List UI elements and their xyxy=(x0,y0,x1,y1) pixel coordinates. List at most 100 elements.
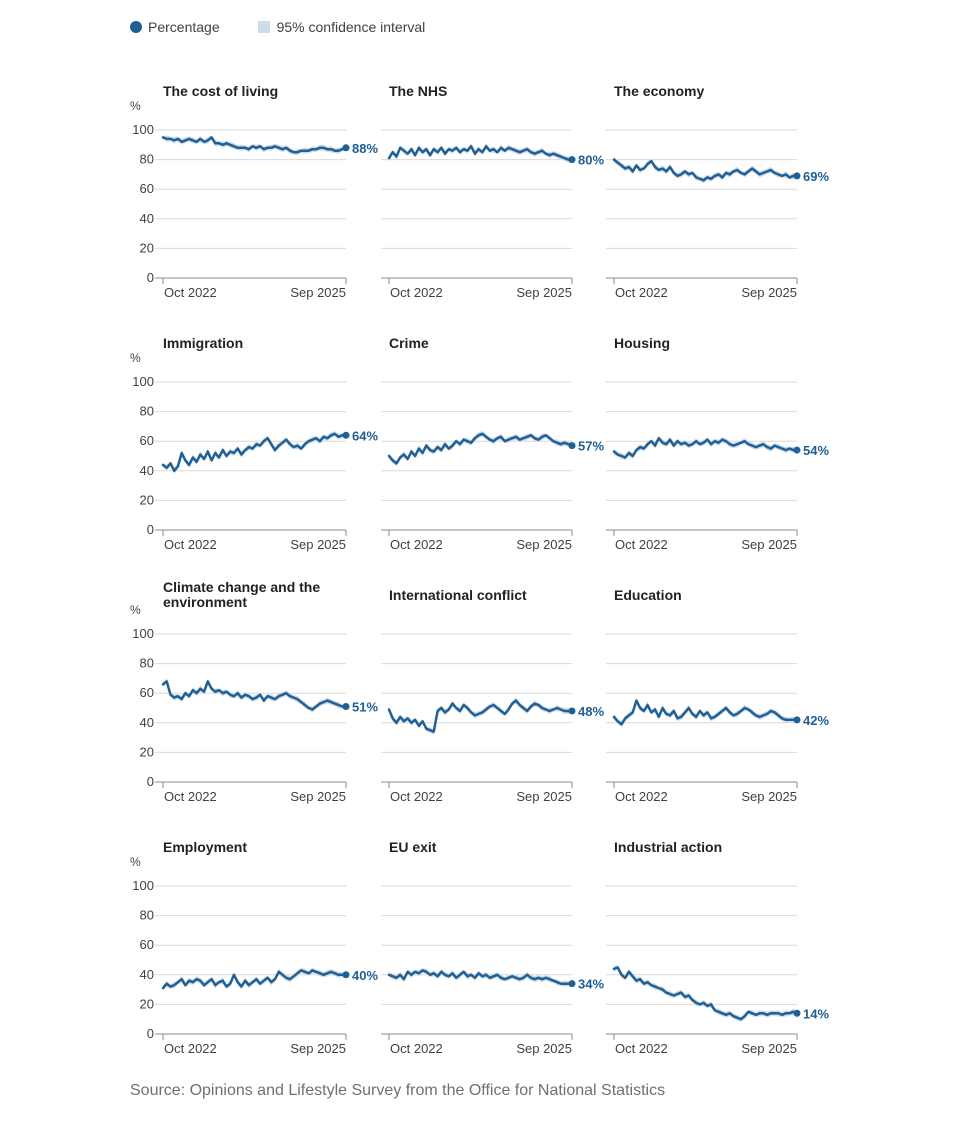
confidence-band xyxy=(163,967,346,991)
final-value-label: 64% xyxy=(352,428,378,443)
legend: Percentage 95% confidence interval xyxy=(130,16,463,38)
y-tick-label: 20 xyxy=(140,492,154,507)
series-line xyxy=(387,969,574,985)
y-tick-label: 100 xyxy=(132,374,154,389)
y-tick-label: 20 xyxy=(140,996,154,1011)
y-tick-label: 0 xyxy=(147,270,154,285)
x-tick-label: Sep 2025 xyxy=(741,285,797,300)
series-line xyxy=(161,969,348,990)
y-tick-label: 100 xyxy=(132,878,154,893)
chart-title: Employment xyxy=(163,839,247,855)
confidence-band xyxy=(389,143,572,163)
series-line xyxy=(612,966,799,1021)
y-tick-label: 40 xyxy=(140,463,154,478)
x-tick-label: Sep 2025 xyxy=(290,537,346,552)
legend-item-percentage: Percentage xyxy=(130,19,220,35)
final-value-label: 42% xyxy=(803,713,829,728)
series-line xyxy=(387,432,574,465)
end-point-marker xyxy=(342,431,350,439)
final-value-label: 51% xyxy=(352,700,378,715)
y-tick-label: 100 xyxy=(132,626,154,641)
y-axis-unit-label: % xyxy=(130,603,141,617)
x-tick-label: Oct 2022 xyxy=(615,285,668,300)
chart-title: Education xyxy=(614,587,682,603)
chart-title: The economy xyxy=(614,83,704,99)
y-tick-label: 40 xyxy=(140,211,154,226)
x-tick-label: Sep 2025 xyxy=(741,1041,797,1056)
y-axis-unit-label: % xyxy=(130,855,141,869)
x-tick-label: Sep 2025 xyxy=(516,537,572,552)
series-line xyxy=(612,436,799,459)
x-tick-label: Oct 2022 xyxy=(390,789,443,804)
final-value-label: 80% xyxy=(578,153,604,168)
end-point-marker xyxy=(342,971,350,979)
x-tick-label: Sep 2025 xyxy=(741,537,797,552)
y-tick-label: 80 xyxy=(140,152,154,167)
end-point-marker xyxy=(568,442,576,450)
confidence-band xyxy=(614,965,797,1022)
chart-title: EU exit xyxy=(389,839,437,855)
final-value-label: 69% xyxy=(803,169,829,184)
final-value-label: 14% xyxy=(803,1006,829,1021)
series-line xyxy=(161,136,348,154)
x-tick-label: Oct 2022 xyxy=(390,285,443,300)
y-tick-label: 20 xyxy=(140,744,154,759)
chart-title: Housing xyxy=(614,335,670,351)
final-value-label: 48% xyxy=(578,704,604,719)
chart-title: The NHS xyxy=(389,83,447,99)
y-tick-label: 0 xyxy=(147,774,154,789)
series-line xyxy=(387,699,574,733)
chart-title: Climate change and the xyxy=(163,579,320,595)
x-tick-label: Oct 2022 xyxy=(615,537,668,552)
y-tick-label: 100 xyxy=(132,122,154,137)
final-value-label: 57% xyxy=(578,439,604,454)
y-axis-unit-label: % xyxy=(130,351,141,365)
x-tick-label: Sep 2025 xyxy=(516,1041,572,1056)
x-tick-label: Oct 2022 xyxy=(615,1041,668,1056)
chart-title: Crime xyxy=(389,335,429,351)
series-line xyxy=(612,158,799,182)
final-value-label: 54% xyxy=(803,443,829,458)
chart-title: International conflict xyxy=(389,587,527,603)
end-point-marker xyxy=(568,156,576,164)
end-point-marker xyxy=(568,980,576,988)
y-tick-label: 0 xyxy=(147,522,154,537)
x-tick-label: Sep 2025 xyxy=(290,285,346,300)
y-tick-label: 0 xyxy=(147,1026,154,1041)
chart-title: Industrial action xyxy=(614,839,722,855)
x-tick-label: Oct 2022 xyxy=(164,789,217,804)
series-line xyxy=(161,432,348,473)
source-note: Source: Opinions and Lifestyle Survey fr… xyxy=(130,1082,666,1099)
confidence-band xyxy=(163,431,346,474)
final-value-label: 88% xyxy=(352,141,378,156)
y-tick-label: 60 xyxy=(140,181,154,196)
end-point-marker xyxy=(342,144,350,152)
final-value-label: 40% xyxy=(352,968,378,983)
series-line xyxy=(387,145,574,161)
x-tick-label: Sep 2025 xyxy=(290,789,346,804)
end-point-marker xyxy=(793,1009,801,1017)
confidence-band xyxy=(389,431,572,467)
y-axis-unit-label: % xyxy=(130,99,141,113)
x-tick-label: Oct 2022 xyxy=(164,285,217,300)
y-tick-label: 60 xyxy=(140,433,154,448)
legend-ci-swatch-icon xyxy=(257,21,270,33)
chart-title: environment xyxy=(163,594,247,610)
y-tick-label: 40 xyxy=(140,715,154,730)
x-tick-label: Oct 2022 xyxy=(390,537,443,552)
y-tick-label: 40 xyxy=(140,967,154,982)
end-point-marker xyxy=(342,703,350,711)
x-tick-label: Oct 2022 xyxy=(164,1041,217,1056)
chart-title: Immigration xyxy=(163,335,243,351)
legend-dot-icon xyxy=(130,21,142,33)
series-line xyxy=(161,680,348,711)
y-tick-label: 20 xyxy=(140,240,154,255)
chart-title: The cost of living xyxy=(163,83,278,99)
x-tick-label: Sep 2025 xyxy=(741,789,797,804)
y-tick-label: 60 xyxy=(140,685,154,700)
final-value-label: 34% xyxy=(578,977,604,992)
confidence-band xyxy=(389,697,572,735)
x-tick-label: Oct 2022 xyxy=(615,789,668,804)
legend-label-ci: 95% confidence interval xyxy=(276,19,426,35)
